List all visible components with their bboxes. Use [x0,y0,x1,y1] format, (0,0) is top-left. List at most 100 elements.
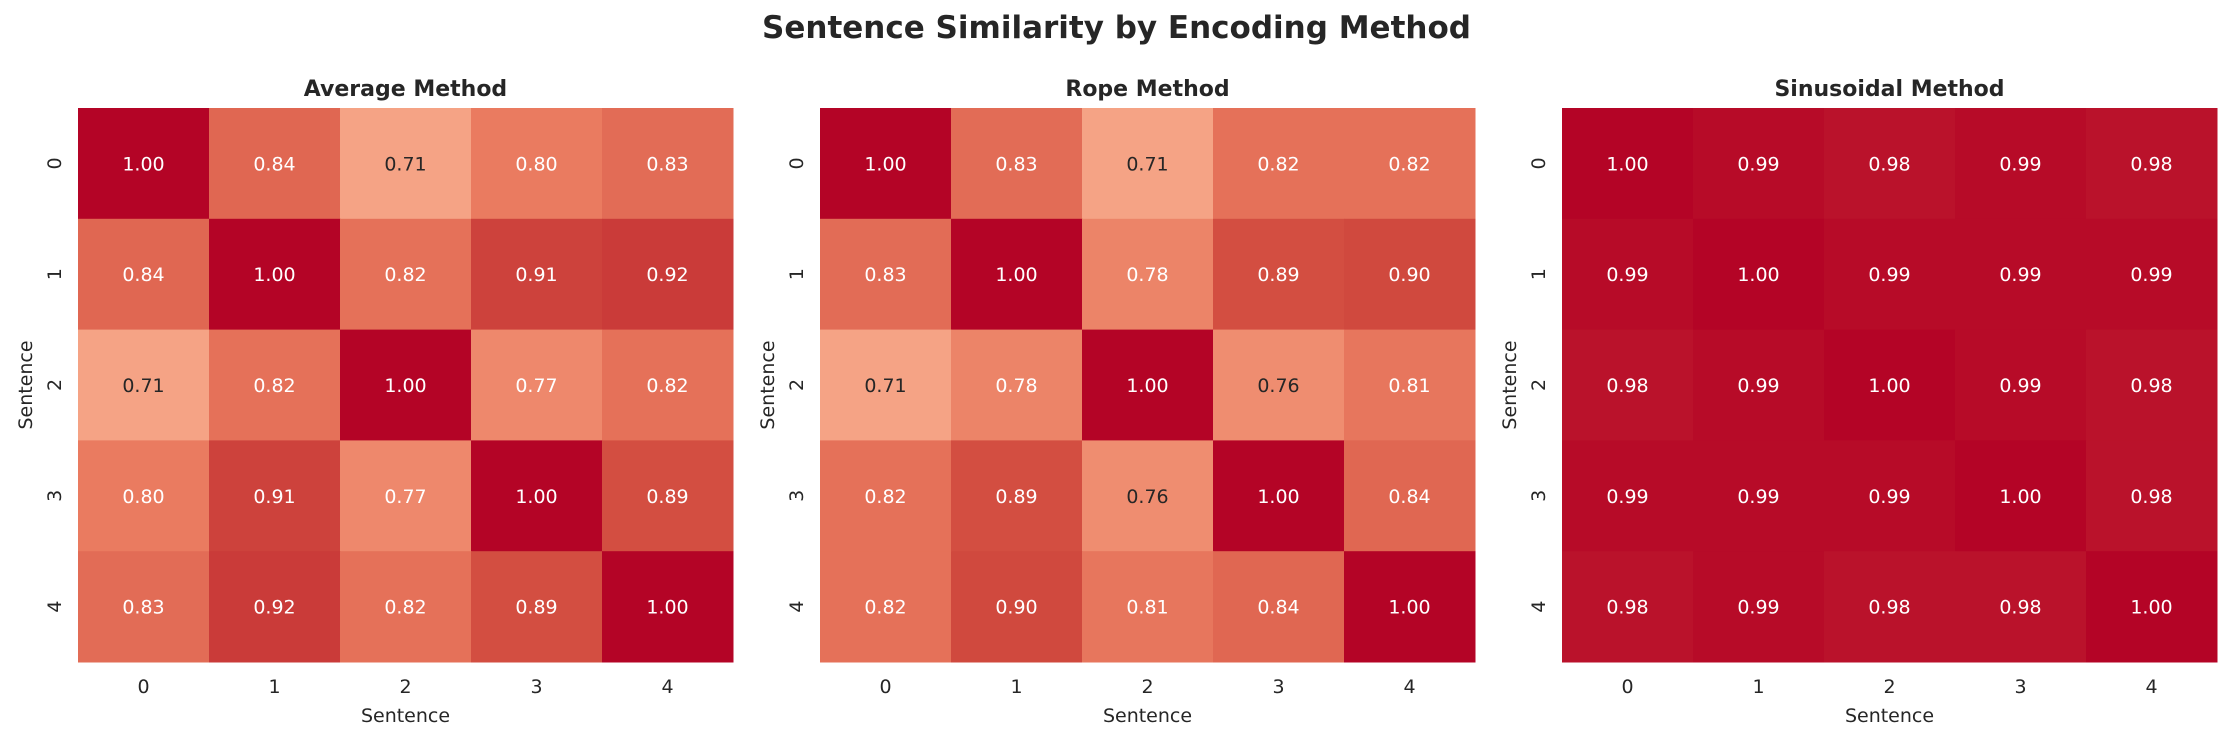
cell-value-label: 0.98 [1868,597,1910,619]
cell-value-label: 0.92 [646,264,688,286]
heatmap-cell [602,551,734,663]
cell-value-label: 0.77 [515,375,557,397]
x-tick-label: 0 [137,676,149,698]
heatmap-cell [1213,218,1345,331]
heatmap-cell [1824,440,1956,552]
y-axis-label: Sentence [757,340,779,429]
cell-value-label: 0.91 [515,264,557,286]
x-tick-label: 2 [1141,676,1153,698]
cell-value-label: 0.78 [1126,264,1168,286]
cell-value-label: 0.90 [1388,264,1430,286]
heatmap-cell [1955,440,2087,552]
heatmap-cell [471,440,603,552]
cell-value-label: 1.00 [122,153,164,175]
y-tick-label: 0 [786,157,808,169]
heatmap-cell [78,329,210,441]
heatmap-cell [820,440,952,552]
heatmap-cell [602,108,734,220]
heatmap-cell [1955,108,2087,220]
cell-value-label: 0.98 [2130,153,2172,175]
x-tick-label: 4 [661,676,673,698]
cell-value-label: 0.99 [1606,486,1648,508]
cell-value-label: 0.71 [384,153,426,175]
heatmap-cell [1344,108,1476,220]
cell-value-label: 0.99 [1737,486,1779,508]
cell-value-label: 1.00 [864,153,906,175]
x-tick-label: 4 [1403,676,1415,698]
heatmap-cell [1824,329,1956,441]
cell-value-label: 0.71 [864,375,906,397]
cell-value-label: 0.84 [253,153,295,175]
cell-value-label: 1.00 [515,486,557,508]
heatmap-cell [471,108,603,220]
y-axis-label: Sentence [1499,340,1521,429]
cell-value-label: 0.82 [384,264,426,286]
x-tick-label: 0 [879,676,891,698]
x-tick-label: 1 [1752,676,1764,698]
cell-value-label: 0.82 [1257,153,1299,175]
cell-value-label: 1.00 [2130,597,2172,619]
heatmap-cell [209,329,341,441]
heatmap-cell [1213,108,1345,220]
heatmap-cell [951,329,1083,441]
cell-value-label: 1.00 [253,264,295,286]
heatmap-cell [1693,440,1825,552]
cell-value-label: 0.92 [253,597,295,619]
x-axis-label: Sentence [1845,705,1934,727]
heatmap-cell [1213,329,1345,441]
cell-value-label: 1.00 [1388,597,1430,619]
heatmap-cell [340,218,472,331]
heatmap-cell [340,329,472,441]
cell-value-label: 0.99 [1737,153,1779,175]
cell-value-label: 1.00 [995,264,1037,286]
y-tick-label: 2 [786,379,808,391]
x-axis-label: Sentence [1103,705,1192,727]
heatmap-cell [820,218,952,331]
cell-value-label: 0.80 [515,153,557,175]
heatmap-cell [340,551,472,663]
y-tick-label: 4 [44,601,66,613]
subplot-title: Sinusoidal Method [1774,77,2004,102]
cell-value-label: 0.82 [253,375,295,397]
heatmap-cell [602,329,734,441]
heatmap-cell [1344,551,1476,663]
cell-value-label: 0.98 [2130,486,2172,508]
x-axis-label: Sentence [361,705,450,727]
cell-value-label: 0.98 [1606,375,1648,397]
cell-value-label: 1.00 [646,597,688,619]
cell-value-label: 0.76 [1257,375,1299,397]
heatmap-cell [1082,218,1214,331]
cell-value-label: 0.83 [646,153,688,175]
heatmap-cell [1082,108,1214,220]
cell-value-label: 0.99 [1868,486,1910,508]
cell-value-label: 0.78 [995,375,1037,397]
heatmap-cell [1824,218,1956,331]
cell-value-label: 0.99 [2130,264,2172,286]
y-tick-label: 1 [786,268,808,280]
x-tick-label: 2 [399,676,411,698]
cell-value-label: 0.84 [122,264,164,286]
heatmap-cell [1955,551,2087,663]
heatmap-cell [340,108,472,220]
heatmap-cell [1344,218,1476,331]
y-tick-label: 2 [1528,379,1550,391]
heatmap-cell [1562,108,1694,220]
figure-title: Sentence Similarity by Encoding Method [762,10,1471,46]
y-tick-label: 4 [1528,601,1550,613]
heatmap-cell [78,440,210,552]
y-tick-label: 3 [786,490,808,502]
heatmap-cell [1562,218,1694,331]
subplot-title: Rope Method [1065,77,1229,102]
cell-value-label: 0.83 [864,264,906,286]
heatmap-cell [602,440,734,552]
heatmap-cell [951,551,1083,663]
cell-value-label: 0.98 [1606,597,1648,619]
cell-value-label: 0.99 [1868,264,1910,286]
cell-value-label: 0.91 [253,486,295,508]
heatmap-cell [1693,551,1825,663]
cell-value-label: 0.90 [995,597,1037,619]
heatmap-cell [951,218,1083,331]
cell-value-label: 0.99 [1999,264,2041,286]
heatmap-cell [1082,551,1214,663]
